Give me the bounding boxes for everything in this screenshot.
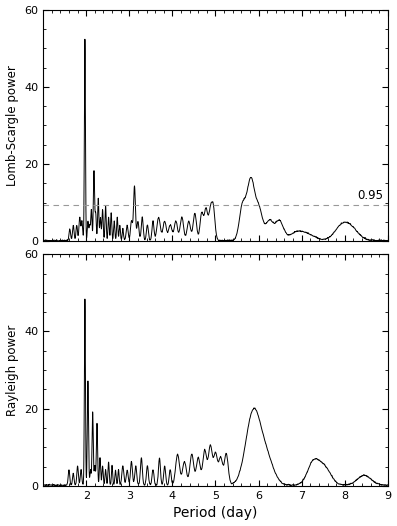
Text: 0.95: 0.95 [358,189,384,201]
X-axis label: Period (day): Period (day) [173,507,258,520]
Y-axis label: Rayleigh power: Rayleigh power [6,325,19,416]
Y-axis label: Lomb-Scargle power: Lomb-Scargle power [6,65,19,186]
